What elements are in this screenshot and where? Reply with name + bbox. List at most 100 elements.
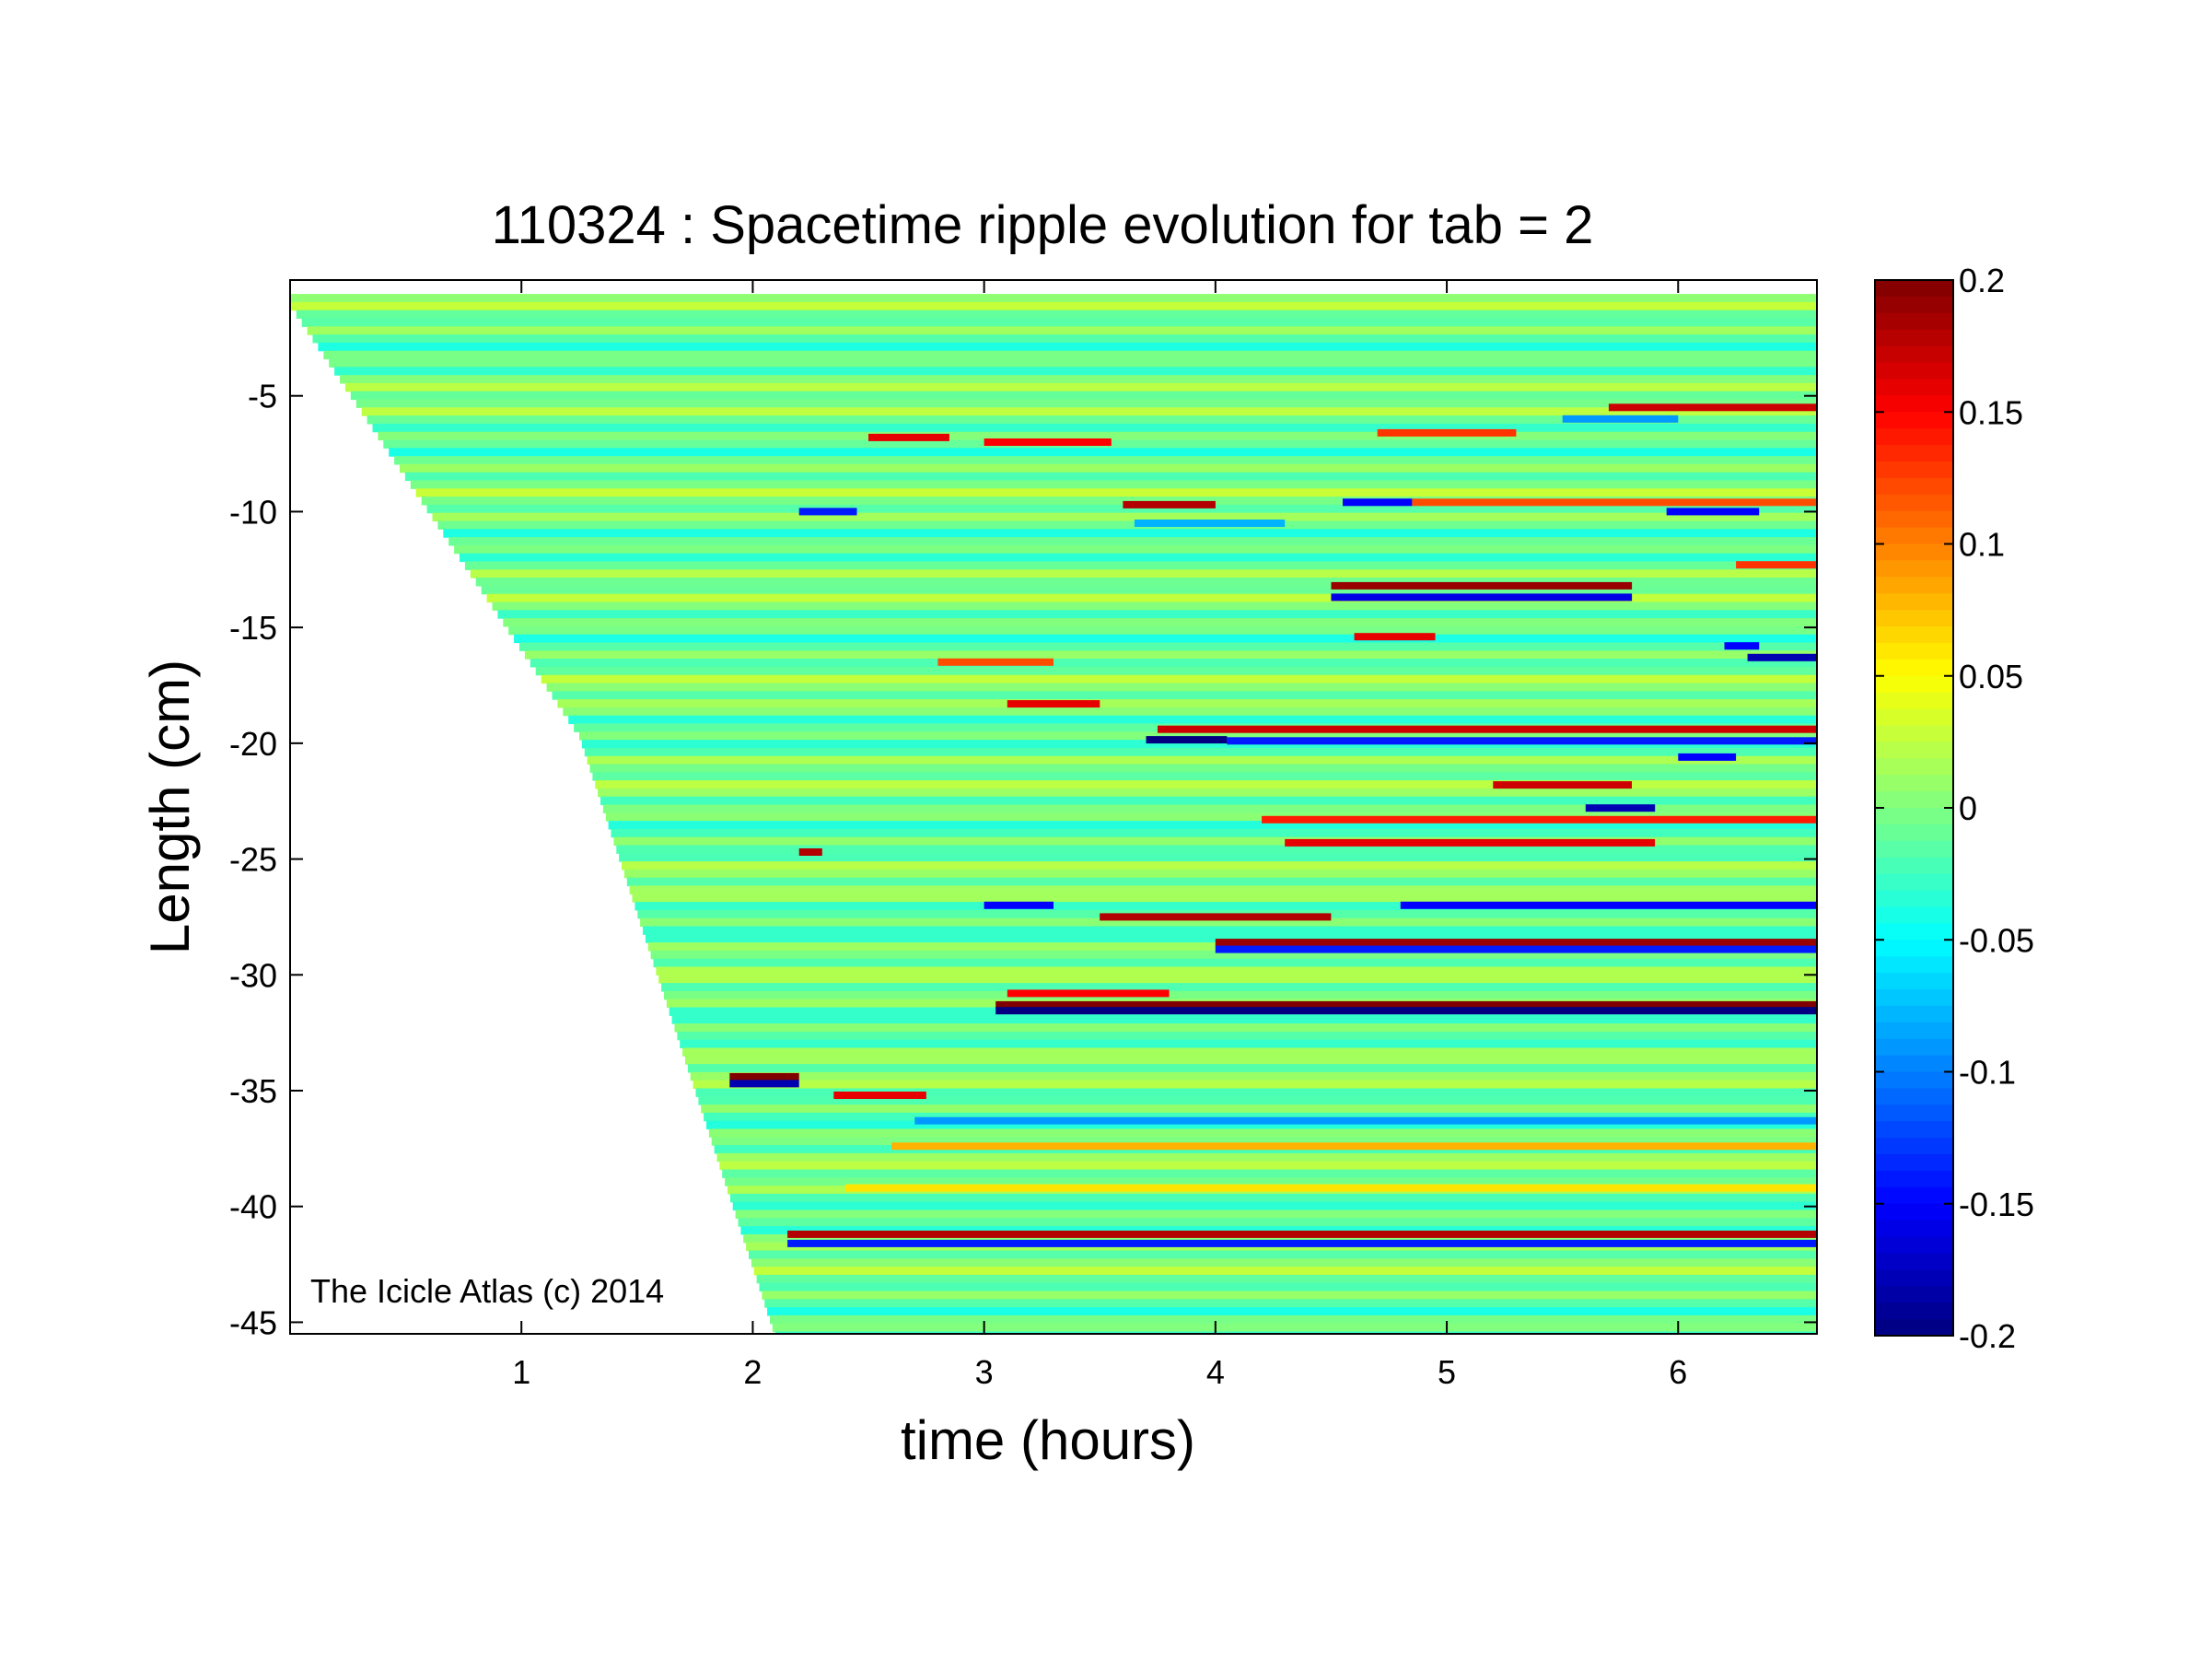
heatmap-feature	[1354, 633, 1436, 641]
heatmap-feature	[1377, 428, 1517, 437]
heatmap-row	[661, 983, 1817, 992]
heatmap-row	[698, 1096, 1817, 1105]
heatmap-row	[557, 699, 1817, 708]
heatmap-row	[749, 1250, 1817, 1259]
heatmap-feature	[1215, 939, 1817, 947]
heatmap-row	[664, 990, 1817, 1000]
colorbar-segment	[1875, 906, 1953, 924]
heatmap-row	[613, 836, 1817, 847]
heatmap-feature	[1562, 415, 1679, 423]
heatmap-row	[448, 537, 1817, 546]
plot-frame	[289, 279, 1818, 1335]
colorbar-segment	[1875, 445, 1953, 462]
heatmap-row	[762, 1291, 1817, 1300]
colorbar-segment	[1875, 857, 1953, 875]
heatmap-feature	[1100, 913, 1332, 921]
heatmap-row	[464, 561, 1817, 570]
colorbar-tick-label: -0.05	[1959, 921, 2034, 959]
heatmap-row	[740, 1226, 1817, 1235]
heatmap-feature	[729, 1080, 799, 1088]
heatmap-row	[680, 1039, 1817, 1049]
colorbar-segment	[1875, 477, 1953, 496]
colorbar-segment	[1875, 510, 1953, 529]
heatmap-row	[729, 1193, 1817, 1203]
heatmap-row	[716, 1152, 1817, 1162]
heatmap-row	[579, 731, 1817, 741]
heatmap-feature	[798, 508, 857, 516]
colorbar-tick-label: 0.05	[1959, 658, 2023, 695]
colorbar-segment	[1875, 610, 1953, 627]
heatmap-row	[563, 707, 1817, 717]
y-tick-label: -15	[229, 609, 277, 647]
heatmap-feature	[729, 1072, 799, 1081]
heatmap-row	[329, 358, 1817, 368]
colorbar-segment	[1875, 1038, 1953, 1057]
colorbar-segment	[1875, 527, 1953, 545]
heatmap-row	[350, 391, 1817, 401]
heatmap-row	[546, 683, 1817, 692]
y-tick-label: -25	[229, 841, 277, 879]
heatmap-row	[514, 634, 1817, 644]
heatmap-row	[344, 382, 1817, 392]
heatmap-row	[772, 1323, 1817, 1333]
heatmap-row	[426, 504, 1817, 514]
heatmap-row	[645, 934, 1817, 943]
heatmap-row	[312, 334, 1817, 344]
heatmap-feature	[1331, 593, 1633, 602]
colorbar-segment	[1875, 675, 1953, 694]
heatmap-row	[584, 747, 1817, 757]
heatmap-row	[389, 448, 1817, 457]
colorbar-segment	[1875, 973, 1953, 990]
heatmap-row	[622, 861, 1817, 870]
colorbar-segment	[1875, 1203, 1953, 1221]
x-tick-label: 4	[1206, 1353, 1225, 1391]
heatmap-feature	[787, 1230, 1817, 1238]
colorbar-segment	[1875, 494, 1953, 512]
heatmap-row	[589, 764, 1817, 773]
heatmap-row	[722, 1169, 1817, 1178]
colorbar-segment	[1875, 428, 1953, 446]
colorbar-segment	[1875, 1286, 1953, 1303]
heatmap-row	[400, 463, 1817, 473]
heatmap-row	[708, 1128, 1817, 1138]
colorbar-segment	[1875, 708, 1953, 727]
y-tick-label: -20	[229, 725, 277, 763]
colorbar-segment	[1875, 329, 1953, 347]
colorbar-segment	[1875, 1269, 1953, 1287]
heatmap-row	[611, 828, 1817, 838]
colorbar-tick-label: 0	[1959, 789, 1977, 827]
heatmap-row	[475, 578, 1817, 587]
heatmap-row	[481, 585, 1817, 595]
heatmap-row	[598, 788, 1817, 798]
y-tick-label: -40	[229, 1188, 277, 1226]
colorbar-segment	[1875, 1088, 1953, 1105]
heatmap-feature	[984, 901, 1054, 909]
heatmap-row	[626, 877, 1817, 887]
heatmap-feature	[1585, 804, 1656, 812]
colorbar-segment	[1875, 923, 1953, 940]
heatmap-row	[732, 1201, 1817, 1211]
heatmap-row	[704, 1112, 1817, 1122]
heatmap-feature	[1146, 736, 1228, 744]
heatmap-feature	[1400, 901, 1817, 909]
heatmap-row	[378, 431, 1817, 441]
heatmap-feature	[1007, 989, 1170, 998]
heatmap-row	[685, 1056, 1817, 1065]
colorbar-tick-label: -0.1	[1959, 1054, 2016, 1092]
colorbar-segment	[1875, 1170, 1953, 1188]
heatmap-row	[404, 472, 1817, 482]
heatmap-row	[421, 497, 1817, 506]
colorbar-segment	[1875, 1071, 1953, 1090]
colorbar-tick-label: 0.1	[1959, 526, 2005, 564]
heatmap-row	[355, 399, 1817, 408]
heatmap-feature	[1158, 725, 1817, 733]
heatmap-row	[552, 691, 1817, 700]
heatmap-row	[623, 869, 1817, 879]
heatmap-row	[340, 375, 1817, 384]
heatmap-row	[629, 885, 1817, 894]
heatmap-row	[767, 1307, 1817, 1316]
heatmap-row	[535, 666, 1817, 676]
colorbar-segment	[1875, 395, 1953, 413]
colorbar-segment	[1875, 758, 1953, 776]
heatmap-feature	[914, 1116, 1817, 1125]
